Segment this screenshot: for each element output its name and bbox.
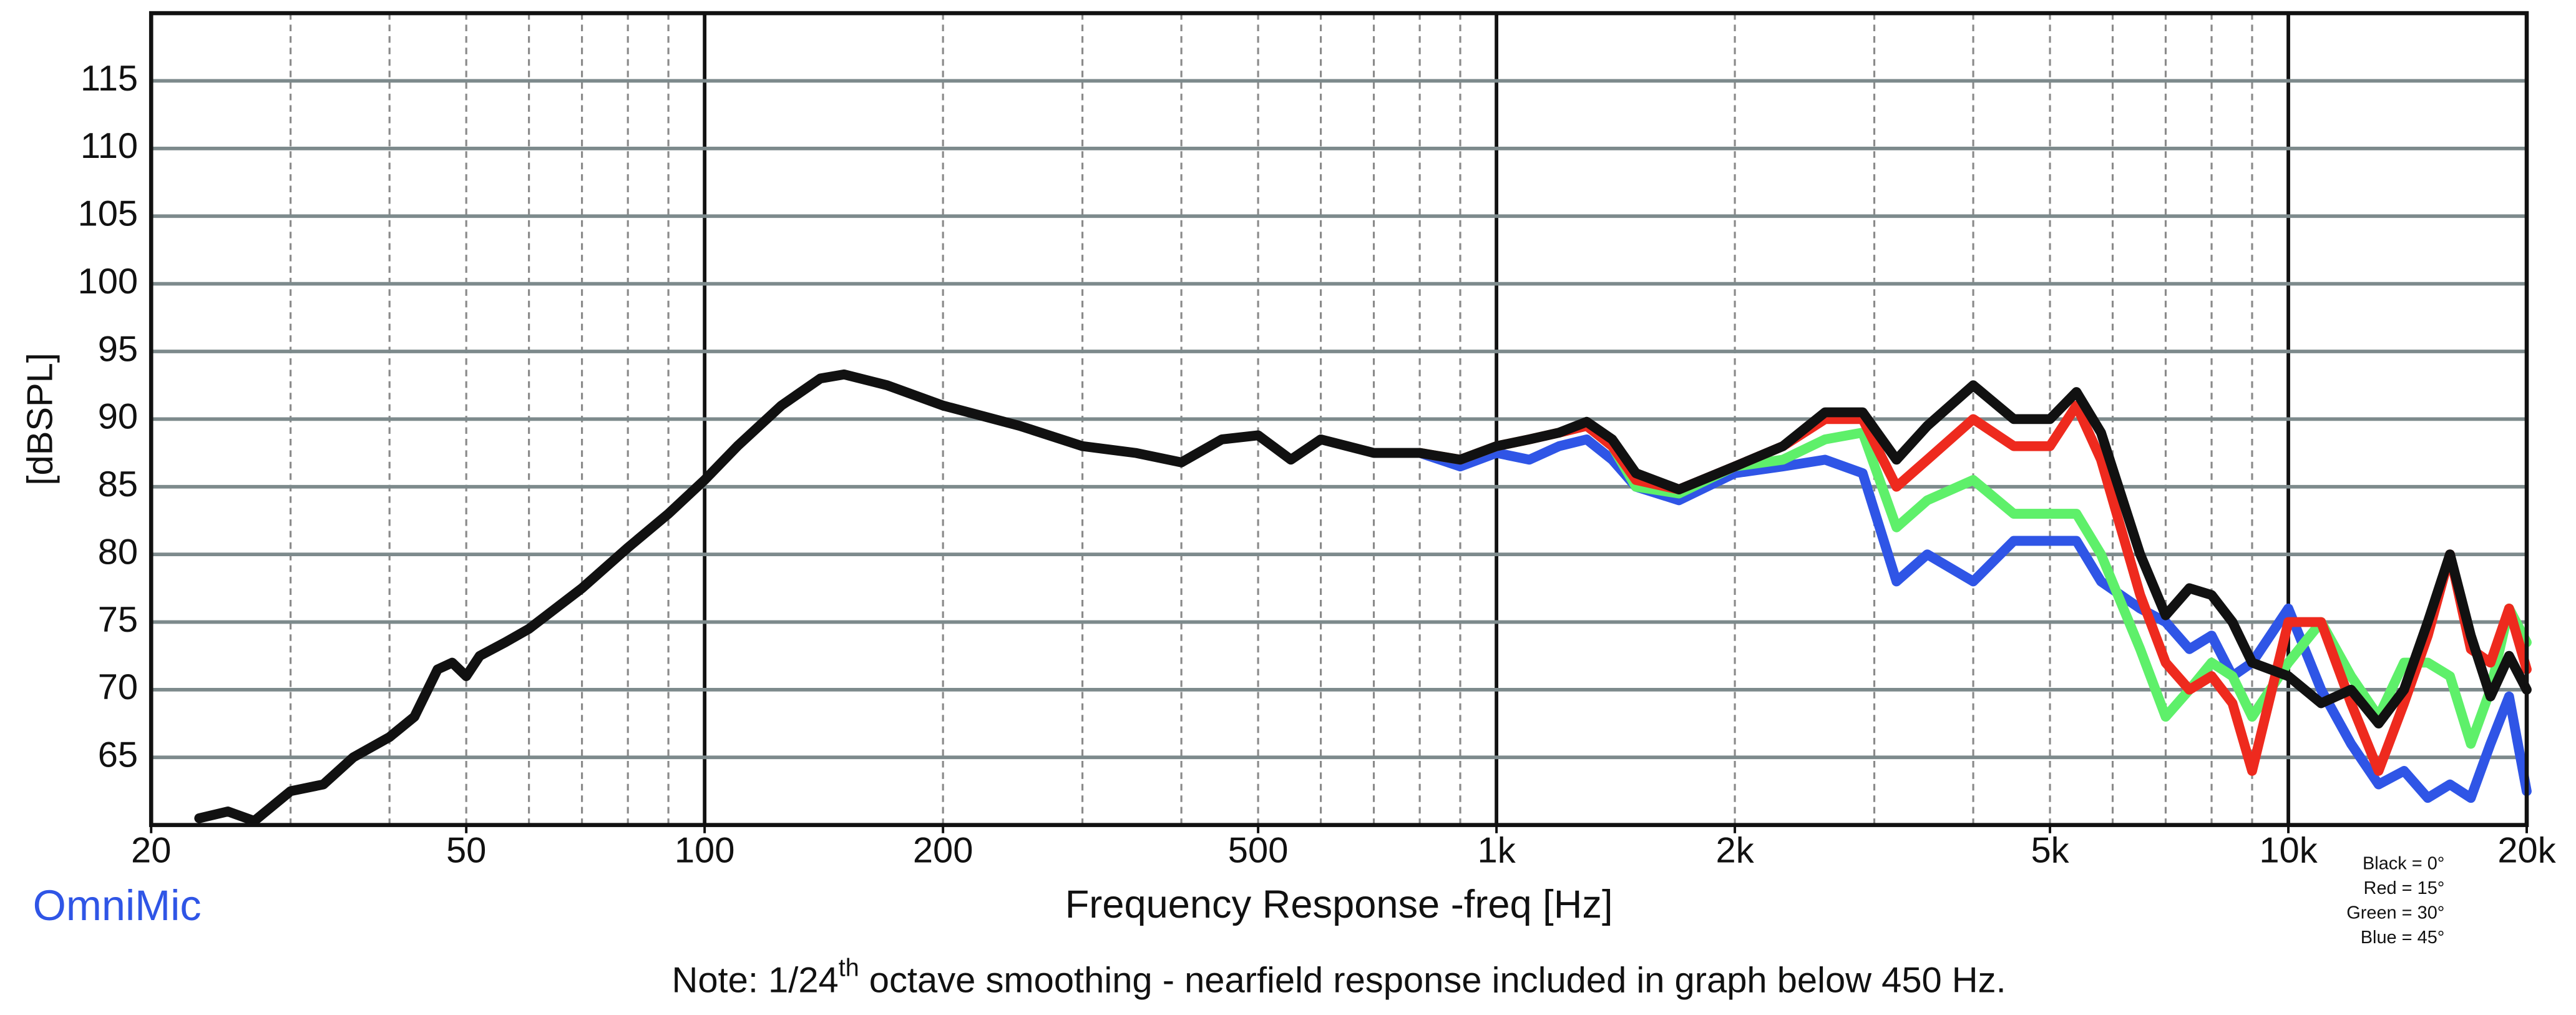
y-tick-label: 85	[98, 464, 138, 504]
y-tick-label: 105	[78, 194, 139, 234]
x-axis-label: Frequency Response -freq [Hz]	[1065, 883, 1613, 926]
y-tick-label: 75	[98, 600, 138, 640]
legend-entry: Red = 15°	[2364, 878, 2445, 898]
curves	[194, 369, 2532, 826]
legend-entry: Green = 30°	[2346, 903, 2444, 923]
labels: OmniMic Frequency Response -freq [Hz] [d…	[21, 59, 2557, 1001]
x-tick-label: 100	[675, 831, 735, 871]
y-tick-label: 70	[98, 667, 138, 707]
x-tick-label: 200	[913, 831, 973, 871]
x-tick-label: 500	[1228, 831, 1289, 871]
brand: OmniMic	[33, 881, 202, 929]
x-tick-label: 10k	[2259, 831, 2318, 871]
x-tick-label: 20	[131, 831, 171, 871]
x-tick-label: 2k	[1715, 831, 1754, 871]
y-tick-label: 115	[80, 59, 138, 99]
y-tick-label: 110	[80, 126, 138, 166]
y-tick-label: 90	[98, 397, 138, 437]
x-tick-label: 50	[446, 831, 486, 871]
note-superscript: th	[839, 954, 859, 982]
legend-entry: Black = 0°	[2363, 853, 2444, 873]
y-axis-label: [dBSPL]	[21, 353, 61, 485]
y-tick-label: 65	[98, 735, 138, 775]
plot-frame	[149, 11, 2529, 827]
y-tick-label: 100	[78, 262, 139, 302]
x-tick-label: 5k	[2031, 831, 2069, 871]
y-tick-label: 95	[98, 329, 138, 369]
series-line	[194, 369, 2532, 826]
x-tick-label: 1k	[1478, 831, 1516, 871]
note: Note: 1/24th octave smoothing - nearfiel…	[672, 954, 2006, 1001]
note-text: Note: 1/24	[672, 961, 839, 1001]
note-text: octave smoothing - nearfield response in…	[859, 961, 2006, 1001]
legend-entry: Blue = 45°	[2361, 928, 2445, 948]
y-tick-label: 80	[98, 532, 138, 572]
series-line	[1415, 434, 2532, 803]
x-tick-label: 20k	[2497, 831, 2556, 871]
